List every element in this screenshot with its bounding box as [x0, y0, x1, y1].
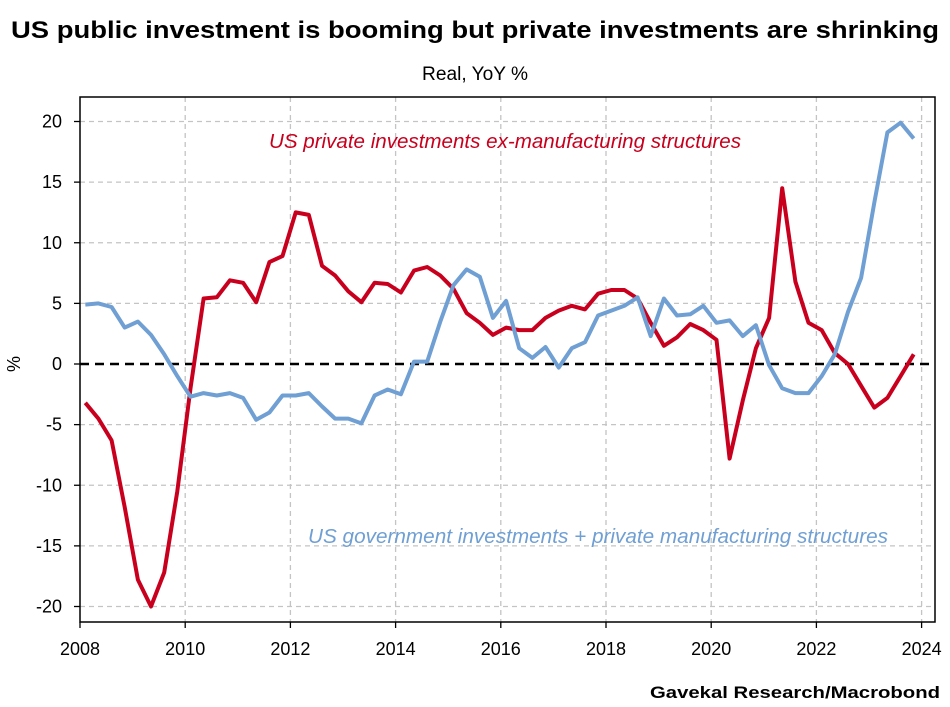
x-tick-label: 2024	[902, 639, 942, 659]
series-label-government: US government investments + private manu…	[308, 526, 888, 548]
x-tick-label: 2022	[796, 639, 836, 659]
x-tick-label: 2008	[60, 639, 100, 659]
x-tick-labels: 2008 2010 2012 2014 2016 2018 2020 2022 2024	[60, 622, 942, 659]
y-tick-label: -20	[36, 597, 62, 617]
x-tick-label: 2012	[270, 639, 310, 659]
y-axis-label: %	[4, 356, 24, 372]
source-note: Gavekal Research/Macrobond	[650, 683, 940, 702]
chart-title: US public investment is booming but priv…	[11, 17, 939, 44]
x-tick-label: 2016	[481, 639, 521, 659]
x-tick-label: 2020	[691, 639, 731, 659]
y-tick-label: -5	[46, 415, 62, 435]
y-tick-labels: 20 15 10 5 0 -5 -10 -15 -20	[36, 112, 80, 617]
series-label-private: US private investments ex-manufacturing …	[269, 131, 741, 153]
plot-frame	[79, 96, 936, 623]
y-tick-label: 10	[42, 233, 62, 253]
y-tick-label: 0	[52, 354, 62, 374]
y-tick-label: -15	[36, 536, 62, 556]
chart-subtitle: Real, YoY %	[422, 64, 528, 85]
series-lines	[83, 120, 916, 609]
series-line-government	[85, 120, 916, 426]
x-tick-label: 2014	[376, 639, 416, 659]
y-tick-label: -10	[36, 475, 62, 495]
y-tick-label: 20	[42, 112, 62, 132]
x-tick-label: 2010	[165, 639, 205, 659]
x-tick-label: 2018	[586, 639, 626, 659]
y-tick-label: 15	[42, 172, 62, 192]
series-line-private	[83, 186, 916, 609]
y-tick-label: 5	[52, 293, 62, 313]
